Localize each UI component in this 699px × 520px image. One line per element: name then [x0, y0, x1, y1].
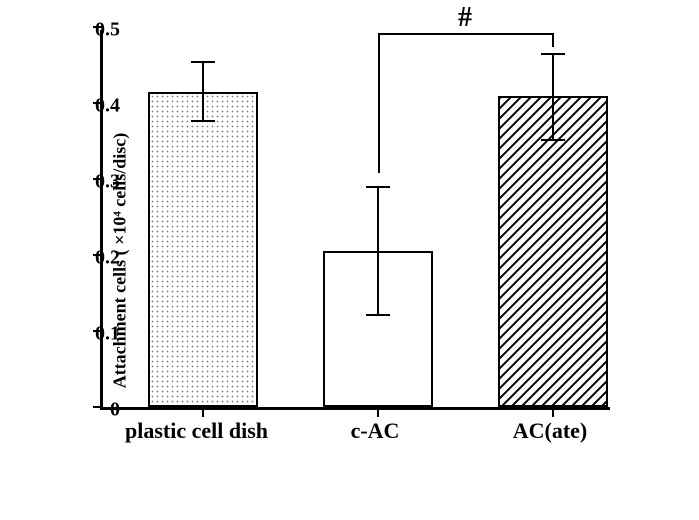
y-axis-label: 0.5 — [95, 19, 120, 42]
error-cap — [191, 120, 215, 122]
y-axis-label: 0 — [110, 399, 120, 422]
error-cap — [191, 61, 215, 63]
error-cap — [541, 53, 565, 55]
x-category-label: AC(ate) — [475, 418, 625, 443]
error-bar — [377, 187, 379, 316]
plot-area: # — [100, 30, 610, 410]
x-tick — [377, 407, 379, 417]
x-tick — [552, 407, 554, 417]
x-category-label: plastic cell dish — [125, 418, 275, 443]
error-bar — [202, 62, 204, 122]
bar-plastic-cell-dish — [148, 92, 258, 407]
error-cap — [541, 139, 565, 141]
error-bar — [552, 54, 554, 141]
x-tick — [202, 407, 204, 417]
y-tick — [93, 406, 103, 408]
x-category-label: c-AC — [300, 418, 450, 443]
bar-ac-ate — [498, 96, 608, 407]
y-axis-label: 0.2 — [95, 247, 120, 270]
y-axis-label: 0.3 — [95, 171, 120, 194]
sig-bracket-vertical — [552, 33, 554, 47]
y-axis-label: 0.4 — [95, 95, 120, 118]
chart-container: Attachment cells ( ×10⁴ cells/disc) — [100, 30, 640, 510]
error-cap — [366, 314, 390, 316]
sig-bracket-vertical — [378, 33, 380, 173]
error-cap — [366, 186, 390, 188]
significance-label: # — [458, 2, 472, 34]
y-axis-label: 0.1 — [95, 323, 120, 346]
